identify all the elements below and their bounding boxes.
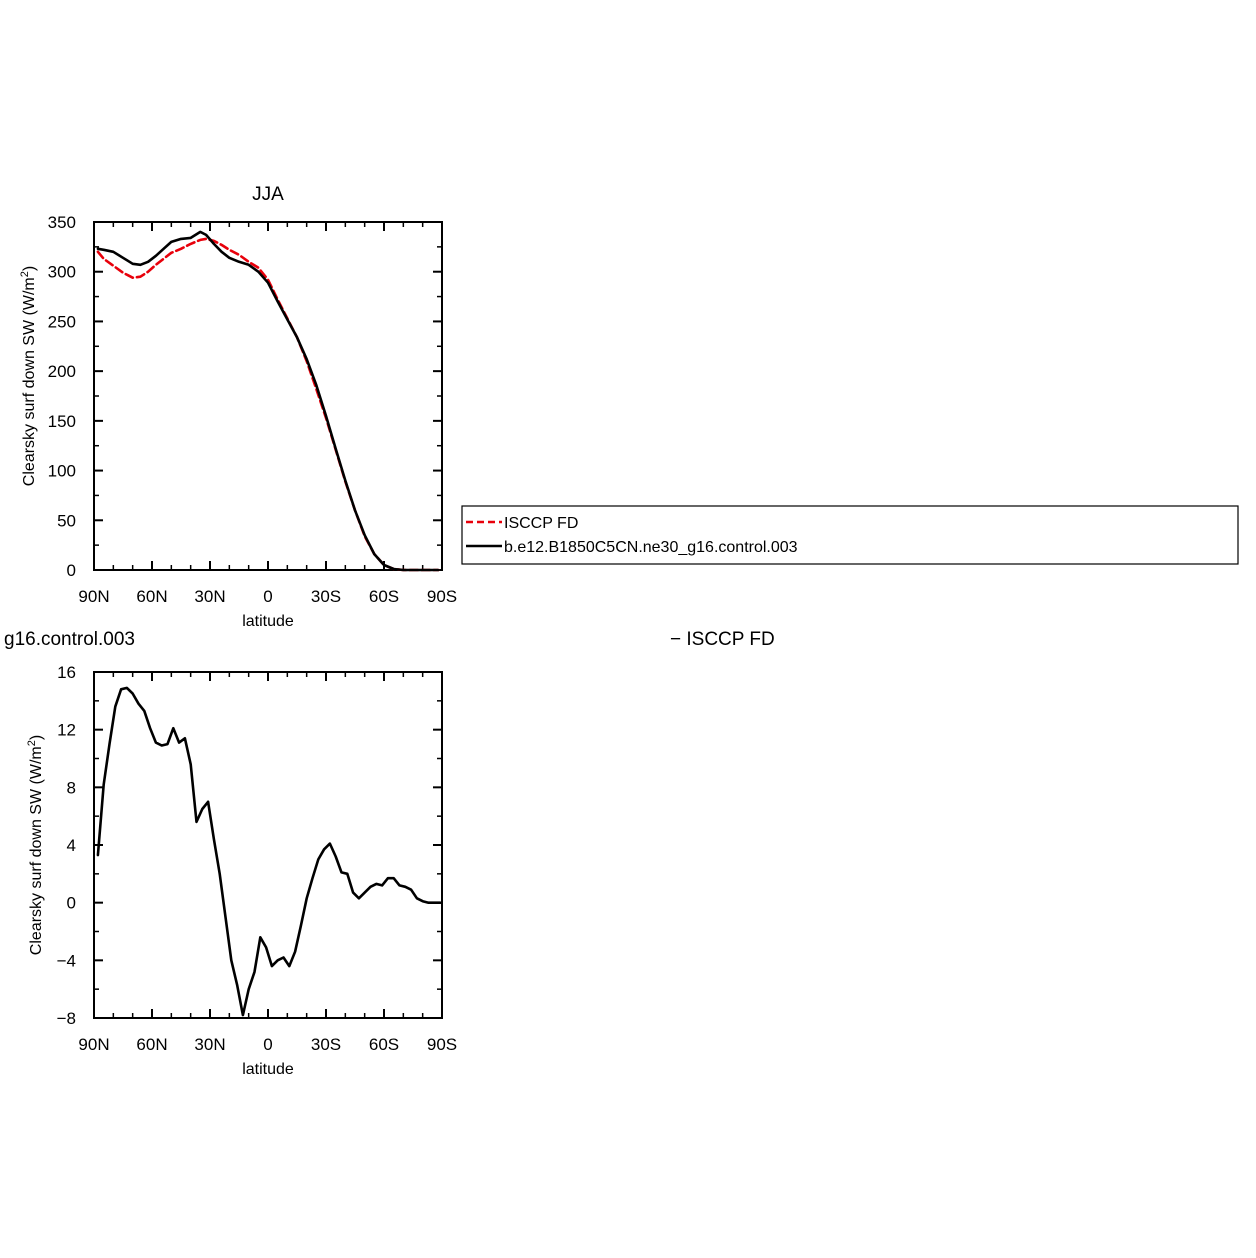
y-tick-label: 100: [48, 462, 76, 481]
x-tick-label: 0: [263, 1035, 272, 1054]
top-tick-marks: [93, 221, 443, 571]
top-y-axis-label: Clearsky surf down SW (W/m2): [19, 266, 38, 486]
bottom-y-axis-label: Clearsky surf down SW (W/m2): [26, 735, 45, 955]
y-tick-label: 12: [57, 721, 76, 740]
y-tick-label: 300: [48, 263, 76, 282]
x-tick-label: 90N: [78, 587, 109, 606]
x-tick-label: 60N: [136, 587, 167, 606]
x-tick-label: 60S: [369, 587, 399, 606]
x-tick-label: 60S: [369, 1035, 399, 1054]
bottom-x-tick-labels: 90N 60N 30N 0 30S 60S 90S: [78, 1035, 457, 1054]
bottom-y-axis-label-tail: ): [28, 735, 45, 740]
top-chart-panel: JJA 90N 60N 30N 0 30S 60S 90S 0 50 100 150 200 250 3…: [19, 184, 457, 630]
y-tick-label: 16: [57, 663, 76, 682]
x-tick-label: 90S: [427, 587, 457, 606]
top-y-axis-label-superscript: 2: [19, 271, 31, 277]
legend: ISCCP FD b.e12.B1850C5CN.ne30_g16.contro…: [461, 505, 1239, 565]
x-tick-label: 30N: [194, 587, 225, 606]
legend-label-isccp: ISCCP FD: [504, 515, 578, 532]
top-series-lines: [96, 230, 440, 572]
top-plot-frame: [93, 221, 443, 571]
bottom-y-tick-labels: −8 −4 0 4 8 12 16: [57, 663, 76, 1028]
y-tick-label: 350: [48, 213, 76, 232]
x-tick-label: 90N: [78, 1035, 109, 1054]
y-tick-label: 150: [48, 412, 76, 431]
top-chart-title: JJA: [252, 184, 284, 205]
top-y-axis-label-main: Clearsky surf down SW (W/m: [21, 277, 38, 486]
legend-label-model: b.e12.B1850C5CN.ne30_g16.control.003: [504, 539, 798, 556]
top-y-axis-label-tail: ): [21, 266, 38, 271]
bottom-series-lines: [96, 686, 442, 1017]
bottom-chart-panel: g16.control.003 − ISCCP FD 90N 60N 30N 0 30S…: [4, 629, 775, 1078]
y-tick-label: 250: [48, 312, 76, 331]
bottom-y-axis-label-superscript: 2: [26, 740, 38, 746]
y-tick-label: 0: [67, 894, 76, 913]
bottom-plot-frame: [93, 671, 443, 1019]
bottom-y-axis-label-main: Clearsky surf down SW (W/m: [28, 746, 45, 955]
y-tick-label: 8: [67, 778, 76, 797]
x-tick-label: 30S: [311, 587, 341, 606]
y-tick-label: 50: [57, 511, 76, 530]
x-tick-label: 30S: [311, 1035, 341, 1054]
y-tick-label: 4: [67, 836, 76, 855]
x-tick-label: 60N: [136, 1035, 167, 1054]
y-tick-label: −4: [57, 951, 76, 970]
x-tick-label: 90S: [427, 1035, 457, 1054]
x-tick-label: 30N: [194, 1035, 225, 1054]
x-tick-label: 0: [263, 587, 272, 606]
bottom-chart-title: g16.control.003: [4, 629, 135, 650]
y-tick-label: 200: [48, 362, 76, 381]
top-y-tick-labels: 0 50 100 150 200 250 300 350: [48, 213, 76, 580]
bottom-tick-marks: [93, 671, 443, 1019]
b-e12-b1850c5cn-ne30-g16-control-003-series-line: [96, 230, 440, 572]
legend-box: [461, 505, 1239, 565]
difference-series-line: [96, 686, 442, 1017]
top-x-tick-labels: 90N 60N 30N 0 30S 60S 90S: [78, 587, 457, 606]
isccp-fd-series-line: [96, 237, 440, 572]
y-tick-label: 0: [67, 561, 76, 580]
y-tick-label: −8: [57, 1009, 76, 1028]
bottom-chart-title-right: − ISCCP FD: [670, 629, 775, 650]
bottom-x-axis-label: latitude: [242, 1061, 294, 1078]
top-x-axis-label: latitude: [242, 613, 294, 630]
